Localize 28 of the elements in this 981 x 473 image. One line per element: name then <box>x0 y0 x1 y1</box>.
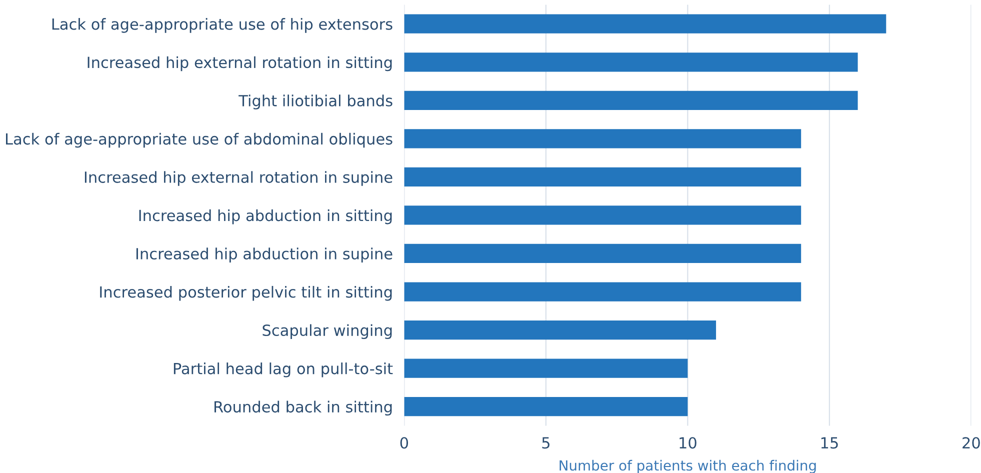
bar <box>404 52 858 72</box>
y-tick-label: Lack of age-appropriate use of abdominal obliques <box>6 132 392 148</box>
y-tick-label: Scapular winging <box>262 324 392 340</box>
bar <box>404 129 802 148</box>
x-tick-label: 15 <box>821 437 838 449</box>
bar <box>404 206 802 225</box>
y-tick-label: Partial head lag on pull-to-sit <box>174 362 393 378</box>
y-tick-label: Increased hip external rotation in sitting <box>88 56 392 72</box>
y-tick-label: Increased hip external rotation in supine <box>84 171 392 186</box>
x-tick-label: 0 <box>400 437 408 449</box>
bar <box>404 358 688 378</box>
y-tick-label: Lack of age-appropriate use of hip extensors <box>52 18 392 33</box>
x-tick-label: 10 <box>680 437 696 449</box>
x-tick-label: 20 <box>962 437 980 449</box>
bar <box>404 244 802 264</box>
y-tick-label: Increased hip abduction in sitting <box>139 209 392 224</box>
bar <box>404 14 886 34</box>
bar <box>404 167 802 187</box>
y-tick-label: Increased hip abduction in supine <box>136 248 392 262</box>
bar <box>404 90 858 110</box>
x-tick-label: 5 <box>542 437 550 449</box>
bar <box>404 320 716 340</box>
bar <box>404 282 802 302</box>
y-tick-label: Tight iliotibial bands <box>238 94 392 110</box>
y-tick-label: Rounded back in sitting <box>214 400 392 416</box>
x-axis-title: Number of patients with each finding <box>560 460 816 473</box>
y-tick-label: Increased posterior pelvic tilt in sitting <box>100 286 392 301</box>
bar <box>404 397 688 416</box>
